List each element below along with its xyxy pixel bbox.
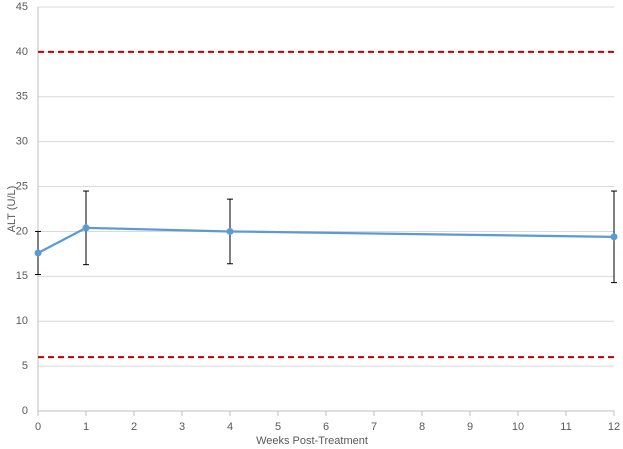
x-axis-label: Weeks Post-Treatment bbox=[256, 435, 368, 447]
data-point bbox=[610, 233, 618, 241]
x-tick-label: 4 bbox=[227, 421, 233, 433]
y-tick-label: 40 bbox=[16, 46, 28, 58]
data-line bbox=[37, 226, 615, 254]
x-tick-label: 6 bbox=[323, 421, 329, 433]
y-tick-label: 25 bbox=[16, 180, 28, 192]
x-tick-label: 2 bbox=[131, 421, 137, 433]
x-tick-label: 0 bbox=[35, 421, 41, 433]
y-axis-label: ALT (U/L) bbox=[6, 186, 18, 233]
y-tick-label: 0 bbox=[22, 405, 28, 417]
x-tick-label: 7 bbox=[371, 421, 377, 433]
x-tick-label: 10 bbox=[512, 421, 524, 433]
data-point bbox=[82, 224, 90, 232]
y-tick-label: 45 bbox=[16, 1, 28, 13]
data-point bbox=[226, 227, 234, 235]
x-tick-label: 9 bbox=[467, 421, 473, 433]
x-tick-label: 12 bbox=[608, 421, 620, 433]
y-tick-label: 15 bbox=[16, 270, 28, 282]
y-tick-label: 30 bbox=[16, 136, 28, 148]
y-tick-label: 5 bbox=[22, 360, 28, 372]
y-tick-label: 35 bbox=[16, 91, 28, 103]
x-tick-label: 8 bbox=[419, 421, 425, 433]
x-tick-label: 5 bbox=[275, 421, 281, 433]
x-tick-label: 3 bbox=[179, 421, 185, 433]
x-tick-label: 1 bbox=[83, 421, 89, 433]
y-tick-label: 10 bbox=[16, 315, 28, 327]
data-point bbox=[34, 249, 42, 257]
x-tick-label: 11 bbox=[560, 421, 571, 433]
y-tick-label: 20 bbox=[16, 225, 28, 237]
